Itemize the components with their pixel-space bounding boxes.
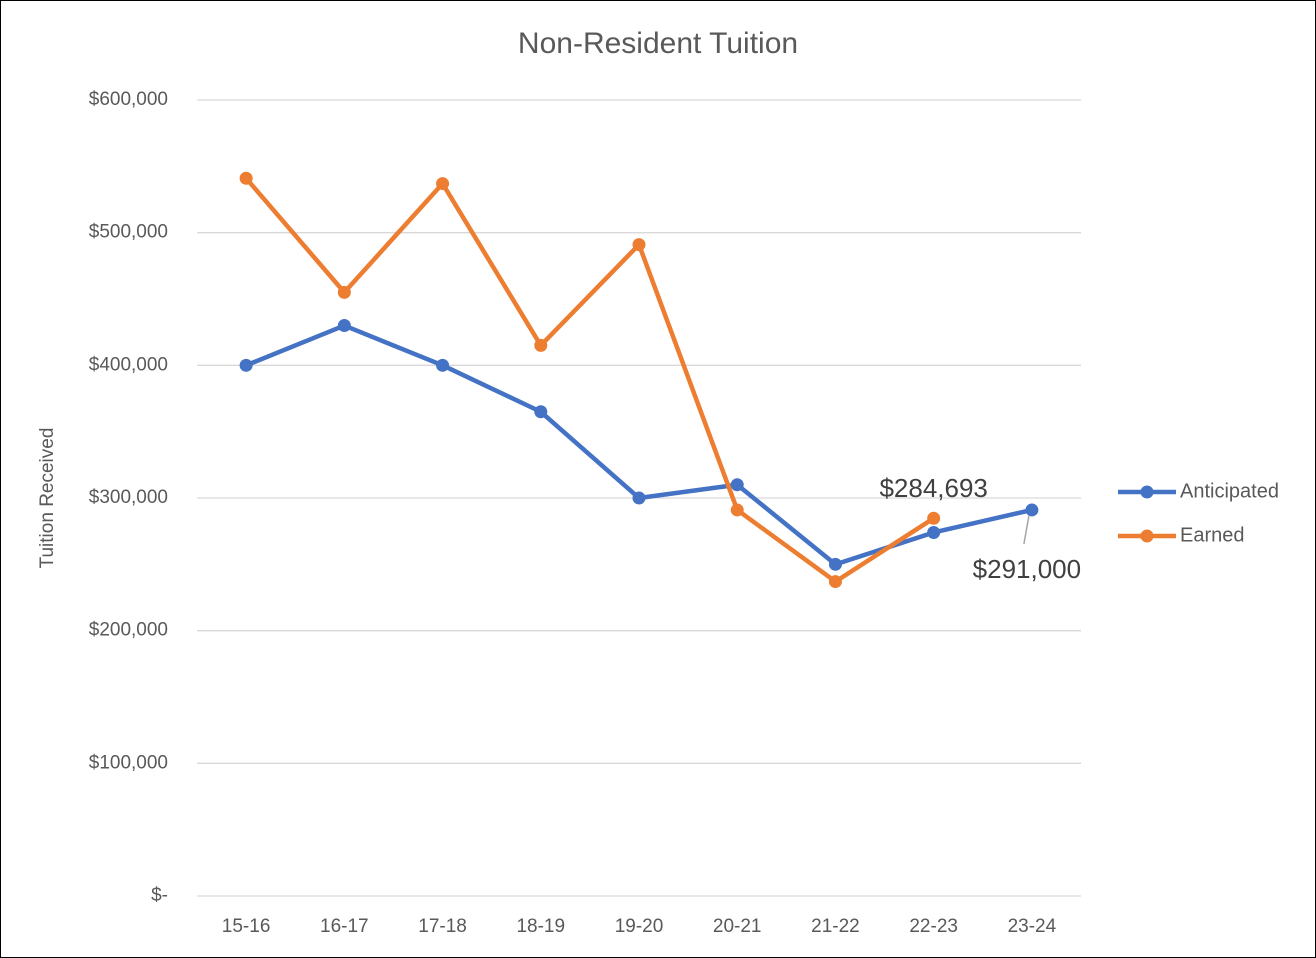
y-tick-label: $400,000 bbox=[89, 354, 168, 375]
x-tick-label: 18-19 bbox=[516, 916, 565, 937]
data-label: $291,000 bbox=[973, 554, 1081, 584]
marker bbox=[632, 238, 646, 252]
marker bbox=[239, 171, 253, 185]
x-tick-label: 23-24 bbox=[1008, 916, 1057, 937]
x-tick-label: 22-23 bbox=[909, 916, 958, 937]
marker bbox=[337, 319, 351, 333]
x-tick-label: 19-20 bbox=[615, 916, 664, 937]
legend-label: Earned bbox=[1180, 524, 1245, 546]
marker bbox=[730, 503, 744, 517]
marker bbox=[927, 525, 941, 539]
y-tick-label: $100,000 bbox=[89, 752, 168, 773]
leader-line bbox=[1023, 515, 1030, 545]
marker bbox=[730, 478, 744, 492]
x-tick-label: 16-17 bbox=[320, 916, 369, 937]
chart-title: Non-Resident Tuition bbox=[518, 27, 798, 60]
marker bbox=[534, 405, 548, 419]
marker bbox=[436, 358, 450, 372]
marker bbox=[828, 575, 842, 589]
marker bbox=[1025, 503, 1039, 517]
y-tick-label: $- bbox=[151, 885, 168, 906]
y-tick-label: $200,000 bbox=[89, 620, 168, 641]
marker bbox=[337, 285, 351, 299]
marker bbox=[828, 557, 842, 571]
y-tick-label: $600,000 bbox=[89, 89, 168, 110]
x-tick-label: 20-21 bbox=[713, 916, 762, 937]
legend-marker bbox=[1140, 485, 1154, 499]
marker bbox=[534, 338, 548, 352]
marker bbox=[239, 358, 253, 372]
y-tick-label: $300,000 bbox=[89, 487, 168, 508]
y-tick-label: $500,000 bbox=[89, 222, 168, 243]
series-line bbox=[244, 176, 935, 584]
data-label: $284,693 bbox=[879, 473, 987, 503]
legend-label: Anticipated bbox=[1180, 480, 1279, 502]
marker bbox=[927, 511, 941, 525]
y-axis-label: Tuition Received bbox=[37, 428, 58, 569]
marker bbox=[436, 177, 450, 191]
x-tick-label: 17-18 bbox=[418, 916, 467, 937]
x-tick-label: 15-16 bbox=[222, 916, 271, 937]
legend-marker bbox=[1140, 529, 1154, 543]
x-tick-label: 21-22 bbox=[811, 916, 860, 937]
marker bbox=[632, 491, 646, 505]
